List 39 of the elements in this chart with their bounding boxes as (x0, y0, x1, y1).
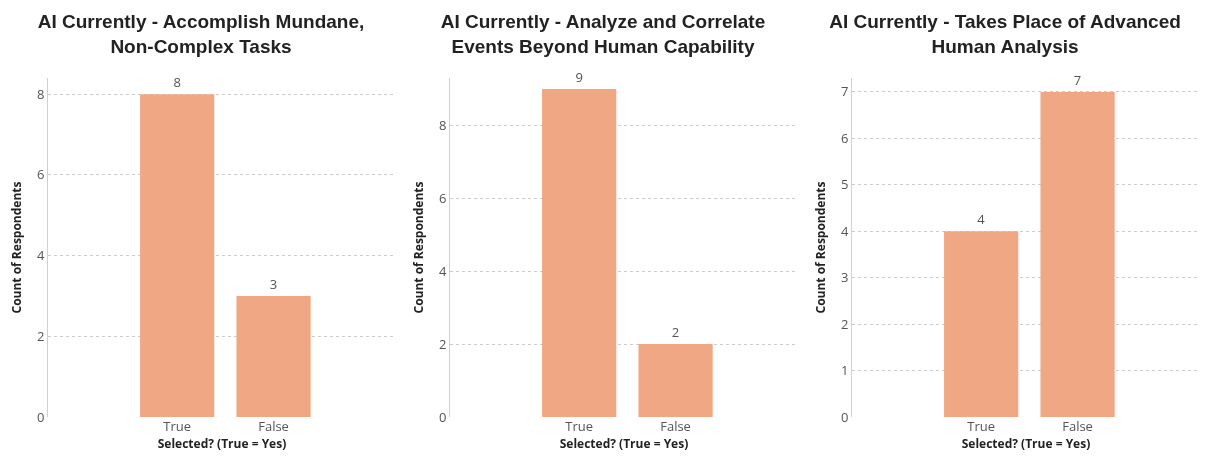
y-tick-label: 6 (840, 128, 849, 147)
chart-title: AI Currently - Analyze and Correlate Events Beyond Human Capability (440, 10, 766, 57)
y-tick-label: 8 (438, 115, 447, 134)
y-axis-title: Count of Respondents (812, 181, 830, 314)
x-axis-title: Selected? (True = Yes) (157, 435, 287, 452)
y-tick-label: 1 (840, 361, 849, 380)
y-tick-label: 7 (840, 82, 849, 101)
data-label: 7 (1073, 70, 1082, 89)
x-axis-title: Selected? (True = Yes) (961, 435, 1091, 452)
y-tick-label: 0 (36, 407, 45, 426)
x-tick-label: False (660, 417, 691, 435)
data-label: 9 (575, 67, 583, 86)
x-tick-label: True (967, 417, 996, 435)
data-label: 4 (977, 210, 986, 229)
data-label: 8 (173, 73, 181, 92)
y-tick-label: 5 (840, 175, 849, 194)
x-tick-label: True (163, 417, 192, 435)
y-tick-label: 3 (840, 268, 849, 287)
y-tick-label: 4 (36, 246, 45, 265)
x-axis-title: Selected? (True = Yes) (559, 435, 689, 452)
chart-title: AI Currently - Accomplish Mundane, Non-Complex Tasks (37, 10, 365, 57)
y-tick-label: 2 (840, 314, 849, 333)
chart-title: AI Currently - Takes Place of Advanced Human Analysis (829, 10, 1181, 57)
y-tick-label: 4 (840, 221, 849, 240)
x-tick-label: False (258, 417, 289, 435)
y-tick-label: 6 (36, 165, 45, 184)
y-tick-label: 0 (438, 407, 447, 426)
y-tick-label: 8 (36, 84, 45, 103)
data-label: 2 (671, 323, 680, 342)
y-tick-label: 2 (36, 326, 45, 345)
y-axis-title: Count of Respondents (410, 181, 428, 314)
x-tick-label: False (1062, 417, 1093, 435)
data-label: 3 (269, 274, 278, 293)
y-tick-label: 4 (438, 261, 447, 280)
y-tick-label: 0 (840, 407, 849, 426)
x-tick-label: True (565, 417, 594, 435)
y-tick-label: 2 (438, 334, 447, 353)
y-tick-label: 6 (438, 188, 447, 207)
y-axis-title: Count of Respondents (8, 181, 26, 314)
